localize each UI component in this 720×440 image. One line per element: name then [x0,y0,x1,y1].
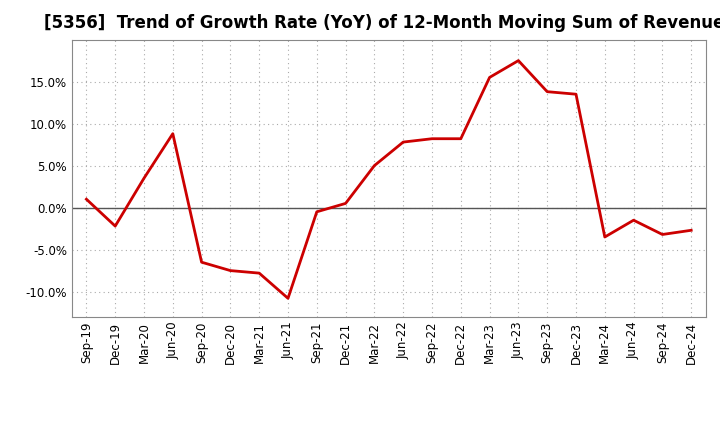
Title: [5356]  Trend of Growth Rate (YoY) of 12-Month Moving Sum of Revenues: [5356] Trend of Growth Rate (YoY) of 12-… [44,15,720,33]
